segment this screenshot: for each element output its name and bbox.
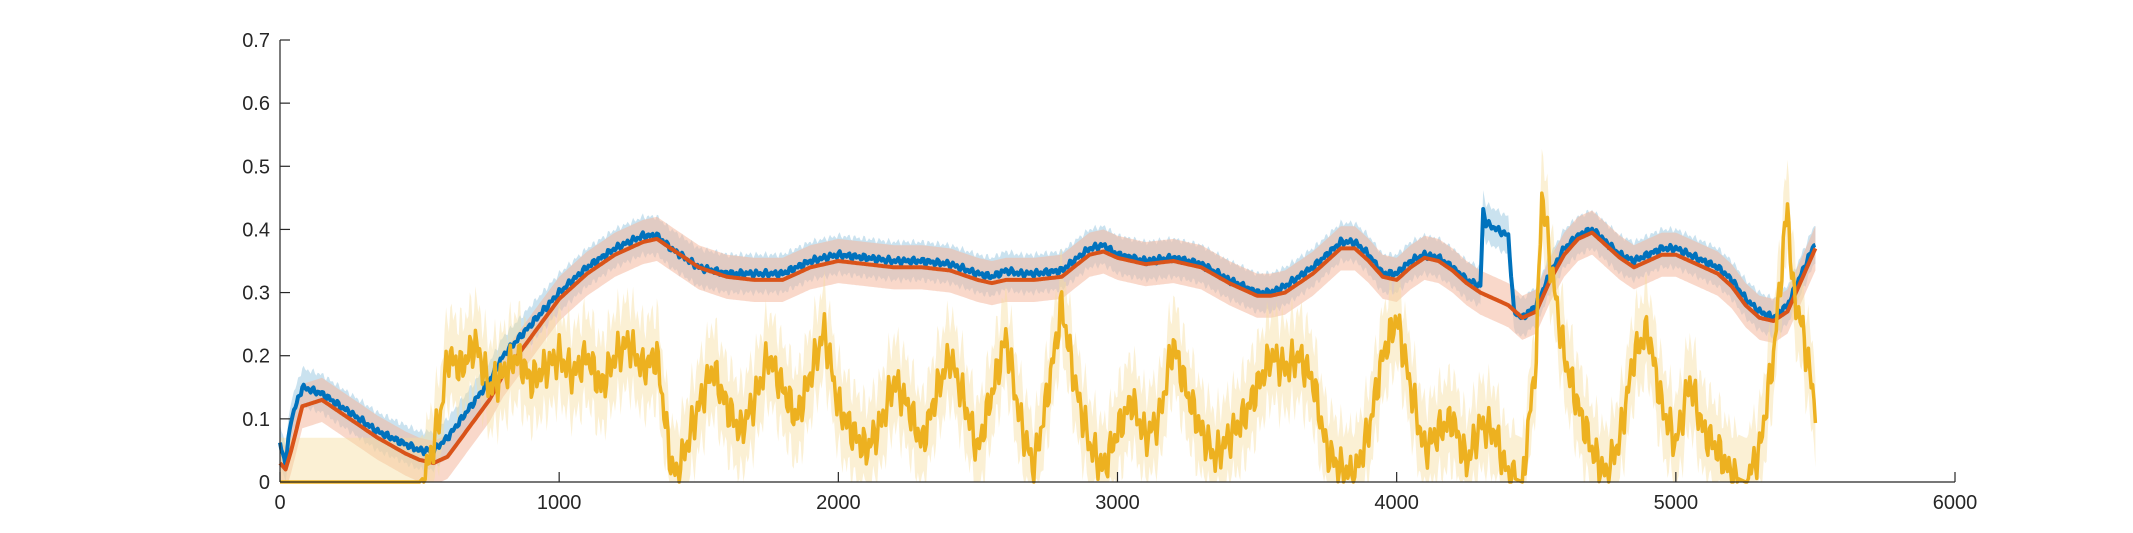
series-3-line — [279, 191, 1818, 484]
x-tick-label: 3000 — [1095, 492, 1140, 514]
x-tick-label: 6000 — [1933, 492, 1978, 514]
axes: 0 1000 2000 3000 4000 5000 6000 0 0.1 0.2 0.3 0.4 0.… — [242, 30, 1977, 514]
y-tick-label: 0 — [259, 472, 270, 494]
y-tick-label: 0.4 — [242, 219, 270, 241]
series-2-line — [278, 230, 1818, 472]
y-tick-label: 0.7 — [242, 30, 270, 52]
y-tick-label: 0.2 — [242, 346, 270, 368]
x-tick-label: 1000 — [537, 492, 582, 514]
y-tick-label: 0.1 — [242, 409, 270, 431]
series-2-band — [280, 210, 1816, 482]
y-tick-label: 0.3 — [242, 283, 270, 305]
x-tick-label: 5000 — [1654, 492, 1699, 514]
x-tick-label: 4000 — [1374, 492, 1419, 514]
y-tick-label: 0.5 — [242, 156, 270, 178]
series-lines — [278, 191, 1818, 484]
x-tick-label: 2000 — [816, 492, 861, 514]
y-tick-label: 0.6 — [242, 93, 270, 115]
x-tick-label: 0 — [274, 492, 285, 514]
